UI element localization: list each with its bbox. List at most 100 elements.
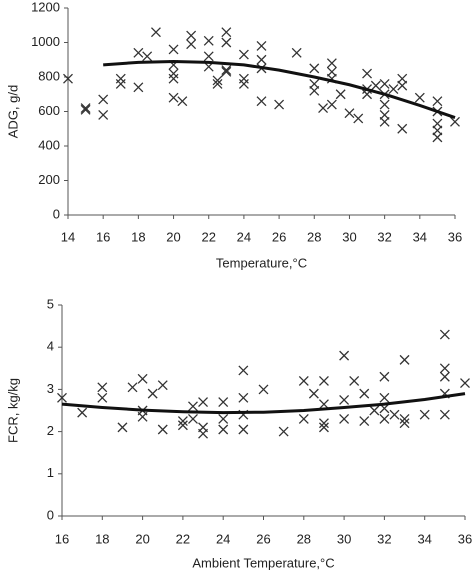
data-point bbox=[414, 92, 425, 103]
data-point bbox=[439, 371, 450, 382]
data-point bbox=[256, 54, 267, 65]
data-point bbox=[298, 413, 309, 424]
data-point bbox=[397, 80, 408, 91]
data-point bbox=[177, 420, 188, 431]
x-tick-label: 34 bbox=[413, 229, 427, 244]
data-point bbox=[238, 365, 249, 376]
x-tick-label: 24 bbox=[216, 531, 230, 546]
data-point bbox=[238, 392, 249, 403]
data-point bbox=[137, 373, 148, 384]
x-axis-title: Temperature,°C bbox=[216, 255, 307, 270]
data-point bbox=[258, 384, 269, 395]
data-point bbox=[212, 75, 223, 86]
data-point bbox=[188, 413, 198, 424]
data-point bbox=[359, 388, 370, 399]
data-point bbox=[399, 354, 410, 365]
data-point bbox=[362, 68, 373, 79]
data-point bbox=[318, 376, 329, 386]
data-point bbox=[63, 73, 73, 84]
data-point bbox=[238, 73, 249, 84]
data-point bbox=[439, 363, 450, 374]
y-tick-label: 600 bbox=[38, 103, 60, 118]
y-tick-label: 0 bbox=[53, 206, 60, 221]
data-point bbox=[97, 382, 108, 393]
data-point bbox=[238, 49, 249, 60]
data-point bbox=[168, 44, 179, 55]
data-point bbox=[379, 413, 390, 424]
data-point bbox=[98, 109, 109, 120]
y-tick-label: 1 bbox=[47, 465, 54, 480]
data-point bbox=[238, 78, 249, 89]
data-point bbox=[98, 94, 109, 105]
data-point bbox=[168, 73, 179, 84]
data-point bbox=[359, 416, 370, 427]
data-point bbox=[147, 388, 158, 399]
data-point bbox=[186, 30, 197, 41]
data-point bbox=[379, 78, 390, 89]
y-tick-label: 1200 bbox=[31, 0, 60, 14]
data-point bbox=[326, 99, 337, 110]
data-point bbox=[353, 113, 364, 124]
data-point bbox=[168, 92, 179, 103]
data-point bbox=[218, 397, 229, 408]
x-tick-label: 22 bbox=[201, 229, 215, 244]
data-point bbox=[212, 78, 223, 89]
y-tick-label: 200 bbox=[38, 172, 60, 187]
data-point bbox=[432, 96, 443, 107]
data-point bbox=[399, 418, 410, 429]
x-tick-label: 30 bbox=[342, 229, 356, 244]
x-tick-label: 36 bbox=[458, 531, 472, 546]
data-point bbox=[203, 51, 214, 62]
fit-curve bbox=[61, 392, 466, 415]
data-point bbox=[326, 58, 337, 69]
data-point bbox=[397, 123, 408, 134]
x-tick-label: 16 bbox=[96, 229, 110, 244]
data-point bbox=[57, 392, 67, 403]
data-point bbox=[439, 409, 450, 420]
data-point bbox=[379, 99, 390, 110]
x-tick-label: 16 bbox=[55, 531, 69, 546]
y-tick-label: 2 bbox=[47, 423, 54, 438]
data-point bbox=[349, 376, 360, 386]
data-point bbox=[388, 84, 399, 95]
y-tick-label: 800 bbox=[38, 68, 60, 83]
data-point bbox=[77, 407, 88, 418]
data-point bbox=[97, 392, 108, 403]
x-tick-label: 26 bbox=[272, 229, 286, 244]
x-tick-label: 26 bbox=[256, 531, 270, 546]
data-point bbox=[460, 378, 470, 389]
data-point bbox=[203, 35, 214, 46]
data-point bbox=[370, 80, 381, 91]
x-tick-label: 18 bbox=[131, 229, 145, 244]
data-point bbox=[218, 413, 229, 424]
y-tick-label: 3 bbox=[47, 381, 54, 396]
data-point bbox=[221, 65, 232, 76]
x-tick-label: 24 bbox=[237, 229, 251, 244]
data-point bbox=[188, 401, 198, 412]
data-point bbox=[318, 422, 329, 433]
data-point bbox=[274, 99, 285, 110]
x-tick-label: 34 bbox=[417, 531, 431, 546]
x-tick-label: 28 bbox=[307, 229, 321, 244]
data-point bbox=[198, 428, 209, 439]
data-point bbox=[439, 329, 450, 340]
data-point bbox=[221, 37, 232, 48]
data-point bbox=[389, 409, 400, 420]
x-tick-label: 30 bbox=[337, 531, 351, 546]
data-point bbox=[335, 89, 346, 100]
data-point bbox=[344, 108, 355, 119]
data-point bbox=[221, 66, 232, 77]
x-tick-label: 20 bbox=[166, 229, 180, 244]
data-point bbox=[218, 424, 229, 435]
y-tick-label: 1000 bbox=[31, 34, 60, 49]
data-point bbox=[298, 376, 309, 386]
data-point bbox=[339, 413, 350, 424]
data-point bbox=[450, 116, 460, 127]
data-point bbox=[432, 132, 443, 143]
data-point bbox=[177, 416, 188, 427]
data-point bbox=[80, 103, 91, 114]
y-tick-label: 0 bbox=[47, 507, 54, 522]
x-tick-label: 18 bbox=[95, 531, 109, 546]
data-point bbox=[369, 405, 380, 416]
